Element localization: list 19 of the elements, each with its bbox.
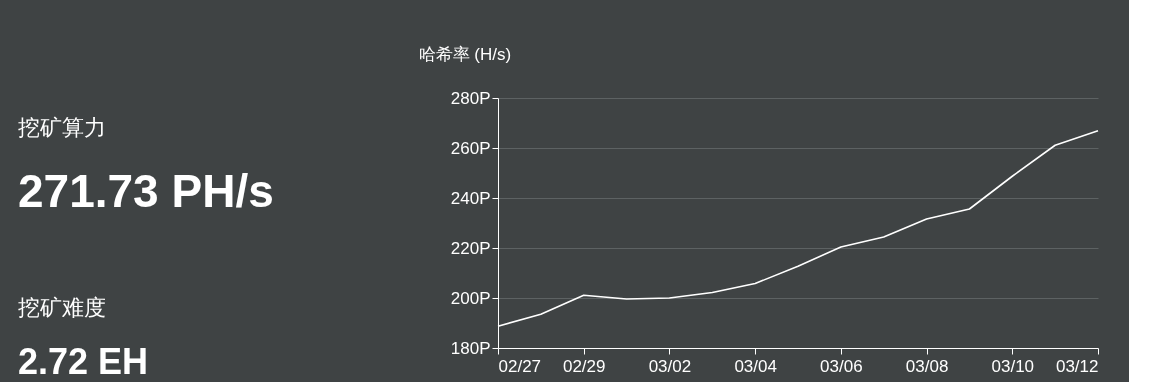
y-tick-label: 220P — [450, 238, 491, 258]
x-tick-label: 02/29 — [562, 356, 606, 376]
x-tick-label: 03/10 — [991, 356, 1035, 376]
x-tick-label: 03/12 — [1055, 356, 1099, 376]
text: 挖矿算力 — [18, 115, 106, 140]
y-tick-label: 180P — [450, 338, 491, 358]
y-tick-label: 200P — [450, 288, 491, 308]
x-tick-label: 03/04 — [734, 356, 777, 376]
y-tick-label: 280P — [450, 88, 491, 108]
y-tick-label: 260P — [450, 138, 491, 158]
y-axis-title: 哈希率 (H/s) — [418, 44, 512, 64]
x-tick-label: 03/06 — [820, 356, 863, 376]
y-tick-label: 240P — [450, 188, 491, 208]
x-tick-label: 03/02 — [648, 356, 692, 376]
text: 挖矿难度 — [18, 295, 106, 320]
x-tick-label: 03/08 — [905, 356, 949, 376]
text: 271.73 PH/s — [18, 165, 274, 217]
x-tick-label: 02/27 — [498, 356, 542, 376]
text: 2.72 EH — [18, 341, 149, 382]
